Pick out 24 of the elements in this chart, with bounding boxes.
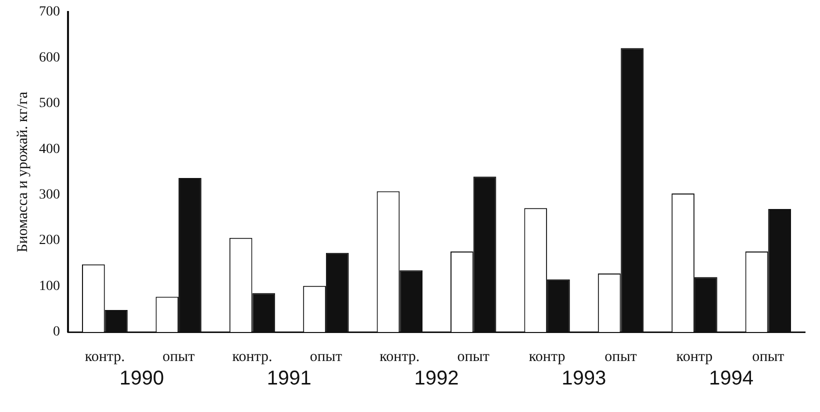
text: 1993 — [562, 368, 606, 390]
y-tick-label: 200 — [39, 233, 60, 248]
y-tick-label: 400 — [39, 142, 60, 157]
text: 1990 — [119, 368, 164, 390]
y-tick-label: 600 — [39, 50, 60, 66]
x-tick-label: опыт — [310, 348, 342, 365]
x-tick-label: опыт — [457, 348, 490, 365]
x-tick-label: контр. — [84, 348, 125, 365]
x-tick-label: контр. — [380, 348, 420, 365]
x-tick-label: контр. — [232, 348, 272, 365]
y-tick-label: 500 — [39, 96, 60, 112]
text: 1992 — [414, 368, 459, 390]
y-tick-label: 0 — [53, 324, 60, 340]
text: 1994 — [709, 368, 754, 390]
text: 1991 — [266, 368, 312, 390]
x-tick-label: опыт — [162, 348, 196, 365]
y-tick-label: 300 — [39, 188, 60, 203]
x-tick-label: опыт — [752, 348, 785, 365]
x-tick-label: контр — [528, 348, 566, 365]
x-tick-label: опыт — [604, 348, 638, 365]
y-tick-label: 700 — [39, 4, 60, 20]
x-tick-label: контр — [676, 348, 713, 365]
y-tick-label: 100 — [39, 278, 60, 294]
y-axis-title: Биомасса и урожай. кг/га — [14, 91, 31, 252]
